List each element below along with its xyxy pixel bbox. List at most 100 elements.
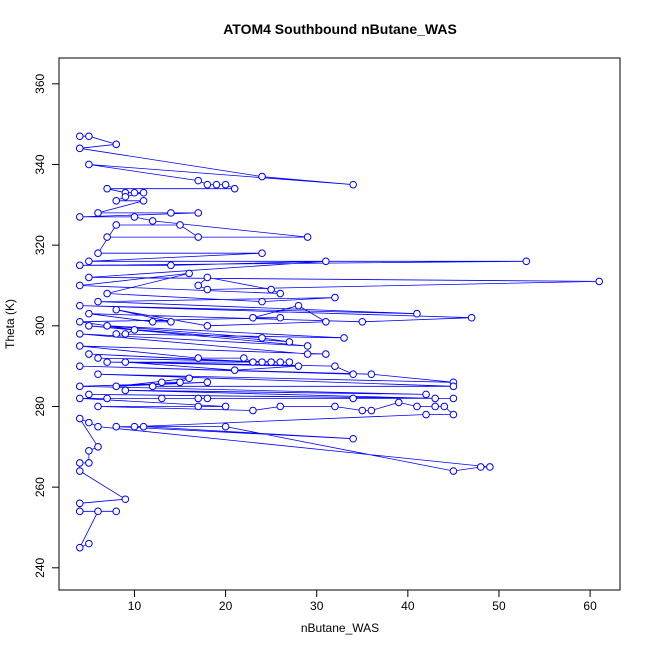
data-point	[413, 309, 421, 318]
data-point	[367, 406, 376, 415]
data-point	[221, 422, 230, 431]
data-point	[486, 463, 494, 471]
data-point	[276, 358, 285, 366]
data-point	[249, 358, 257, 366]
y-tick-label: 280	[33, 396, 47, 416]
data-point	[194, 394, 203, 403]
x-tick-label: 60	[583, 599, 597, 613]
y-axis-label: Theta (K)	[3, 299, 17, 349]
data-point	[349, 434, 357, 443]
y-tick-label: 260	[33, 477, 47, 497]
data-point	[449, 382, 458, 391]
data-point	[139, 196, 148, 205]
data-point	[449, 394, 458, 403]
data-point	[94, 209, 102, 217]
data-point	[176, 221, 184, 229]
data-point	[322, 317, 330, 326]
data-point	[94, 249, 102, 258]
data-point	[440, 402, 449, 411]
data-point	[130, 326, 139, 334]
data-point	[85, 160, 93, 169]
data-point	[94, 297, 102, 306]
data-point	[121, 330, 130, 338]
data-point	[249, 313, 257, 322]
data-point	[258, 297, 266, 306]
data-point	[112, 196, 121, 205]
data-point	[75, 261, 84, 270]
data-point	[75, 144, 84, 153]
data-point	[157, 378, 166, 387]
data-point	[148, 317, 157, 326]
data-point	[103, 358, 111, 366]
data-point	[595, 277, 604, 286]
data-point	[94, 422, 102, 431]
data-point	[85, 390, 93, 399]
y-tick-label: 300	[33, 315, 47, 335]
data-point	[85, 257, 93, 266]
data-point	[121, 386, 130, 395]
y-tick-label: 320	[33, 235, 47, 255]
data-point	[249, 406, 257, 415]
data-point	[75, 132, 84, 141]
data-point	[85, 459, 93, 467]
data-point	[449, 410, 458, 419]
data-point	[75, 281, 84, 290]
data-point	[258, 172, 266, 181]
data-point	[185, 374, 193, 383]
data-point	[285, 358, 294, 366]
data-point	[85, 418, 93, 427]
data-point	[212, 180, 221, 189]
data-point	[185, 269, 193, 278]
data-point	[331, 362, 339, 370]
x-axis-label: nButane_WAS	[301, 621, 379, 635]
data-point	[349, 370, 357, 379]
data-point	[194, 354, 203, 362]
data-point	[112, 382, 121, 391]
data-point	[294, 362, 303, 370]
data-point	[130, 213, 139, 221]
data-point	[276, 402, 285, 411]
data-point	[258, 334, 266, 342]
data-point	[413, 402, 421, 411]
data-point	[94, 354, 102, 362]
data-point	[522, 257, 531, 266]
data-point	[167, 209, 175, 217]
data-point	[203, 285, 212, 294]
data-point	[176, 378, 184, 387]
data-point	[85, 309, 93, 318]
data-point	[203, 180, 212, 189]
data-point	[203, 273, 212, 282]
data-point	[139, 422, 148, 431]
data-point	[85, 273, 93, 282]
data-point	[75, 362, 84, 370]
data-point	[167, 261, 175, 270]
data-point	[467, 313, 476, 322]
y-tick-label: 360	[33, 73, 47, 93]
data-point	[303, 350, 312, 358]
chart-title: ATOM4 Southbound nButane_WAS	[223, 21, 457, 37]
data-point	[431, 402, 439, 411]
data-point	[240, 354, 248, 362]
data-point	[75, 543, 84, 552]
data-point	[121, 495, 130, 504]
data-point	[322, 350, 330, 358]
data-point	[75, 317, 84, 326]
data-point	[121, 358, 130, 366]
data-point	[103, 394, 111, 403]
data-point	[103, 322, 111, 330]
data-point	[230, 184, 239, 193]
data-point	[276, 313, 285, 322]
data-point	[322, 257, 330, 266]
data-point	[94, 507, 102, 516]
data-point	[75, 382, 84, 391]
data-point	[75, 467, 84, 475]
data-point	[112, 422, 121, 431]
x-tick-label: 30	[310, 599, 324, 613]
data-point	[121, 192, 130, 201]
data-point	[130, 188, 139, 197]
data-point	[431, 394, 439, 403]
data-point	[194, 281, 203, 290]
data-point	[85, 539, 93, 548]
data-point	[167, 317, 175, 326]
data-point	[194, 402, 203, 411]
